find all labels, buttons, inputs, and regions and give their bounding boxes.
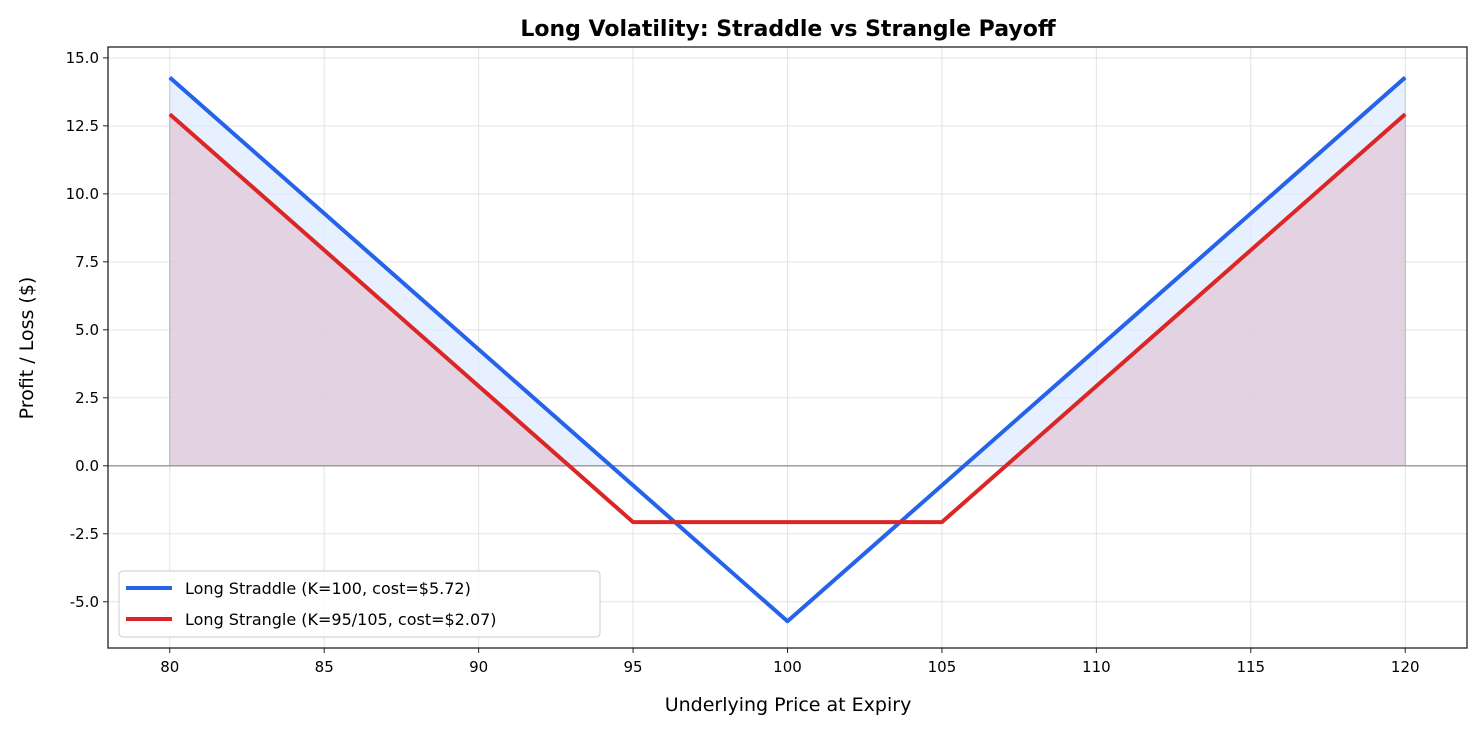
x-tick-label: 110 — [1082, 658, 1111, 676]
y-tick-label: 15.0 — [66, 49, 99, 67]
y-tick-label: 0.0 — [75, 457, 99, 475]
y-tick-label: -5.0 — [70, 593, 99, 611]
chart-title: Long Volatility: Straddle vs Strangle Pa… — [520, 17, 1056, 42]
x-tick-label: 115 — [1236, 658, 1265, 676]
x-tick-label: 90 — [469, 658, 488, 676]
y-tick-label: 7.5 — [75, 253, 99, 271]
legend-box — [118, 570, 601, 638]
x-tick-label: 105 — [928, 658, 957, 676]
x-axis-label: Underlying Price at Expiry — [665, 694, 912, 716]
x-tick-label: 80 — [160, 658, 179, 676]
plot-frame — [107, 46, 1468, 649]
x-tick-label: 100 — [773, 658, 802, 676]
y-tick-label: 10.0 — [66, 185, 99, 203]
legend-label: Long Straddle (K=100, cost=$5.72) — [185, 579, 471, 598]
series-line — [168, 112, 1407, 525]
y-tick-label: -2.5 — [70, 525, 99, 543]
x-tick-label: 95 — [624, 658, 643, 676]
legend: Long Straddle (K=100, cost=$5.72) Long St… — [118, 570, 601, 638]
y-tick-label: 12.5 — [66, 117, 99, 135]
x-tick-label: 120 — [1391, 658, 1420, 676]
x-tick-label: 85 — [315, 658, 334, 676]
y-axis-label: Profit / Loss ($) — [16, 277, 38, 420]
legend-label: Long Strangle (K=95/105, cost=$2.07) — [185, 610, 497, 629]
y-tick-label: 5.0 — [75, 321, 99, 339]
y-tick-label: 2.5 — [75, 389, 99, 407]
